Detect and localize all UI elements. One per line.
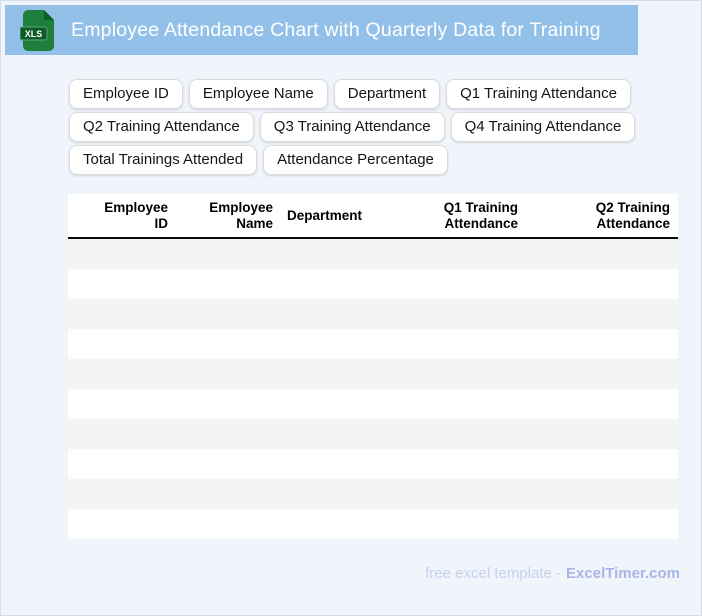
col-header-department: Department	[287, 207, 363, 223]
col-header-employee-name: Employee Name	[209, 199, 273, 231]
page-title: Employee Attendance Chart with Quarterly…	[71, 18, 601, 41]
table-row	[68, 389, 678, 419]
svg-text:XLS: XLS	[25, 29, 43, 39]
table-row	[68, 419, 678, 449]
footer-credit: free excel template - ExcelTimer.com	[425, 565, 680, 582]
footer-credit-text: free excel template -	[425, 565, 562, 582]
table-row	[68, 509, 678, 539]
chip-attendance-percentage[interactable]: Attendance Percentage	[263, 145, 448, 175]
table-row	[68, 239, 678, 269]
attendance-table: Employee ID Employee Name Department Q1 …	[68, 194, 678, 539]
table-row	[68, 479, 678, 509]
footer-brand-link[interactable]: ExcelTimer.com	[566, 565, 680, 582]
chip-employee-id[interactable]: Employee ID	[69, 79, 183, 109]
col-header-employee-id: Employee ID	[104, 199, 168, 231]
table-header-row: Employee ID Employee Name Department Q1 …	[68, 194, 678, 239]
chip-q4-training-attendance[interactable]: Q4 Training Attendance	[450, 112, 636, 142]
col-header-q1-training: Q1 Training Attendance	[443, 199, 518, 231]
table-row	[68, 359, 678, 389]
title-bar: XLS Employee Attendance Chart with Quart…	[5, 5, 638, 55]
chip-q1-training-attendance[interactable]: Q1 Training Attendance	[446, 79, 631, 109]
table-row	[68, 329, 678, 359]
xls-file-icon: XLS	[20, 9, 54, 51]
table-row	[68, 299, 678, 329]
chip-employee-name[interactable]: Employee Name	[188, 79, 328, 109]
table-body	[68, 239, 678, 539]
chip-q3-training-attendance[interactable]: Q3 Training Attendance	[259, 112, 445, 142]
chip-department[interactable]: Department	[333, 79, 441, 109]
table-row	[68, 449, 678, 479]
chip-q2-training-attendance[interactable]: Q2 Training Attendance	[69, 112, 254, 142]
column-chip-list: Employee ID Employee Name Department Q1 …	[69, 79, 669, 175]
chip-total-trainings-attended[interactable]: Total Trainings Attended	[69, 145, 258, 175]
col-header-q2-training: Q2 Training Attendance	[595, 199, 670, 231]
table-row	[68, 269, 678, 299]
